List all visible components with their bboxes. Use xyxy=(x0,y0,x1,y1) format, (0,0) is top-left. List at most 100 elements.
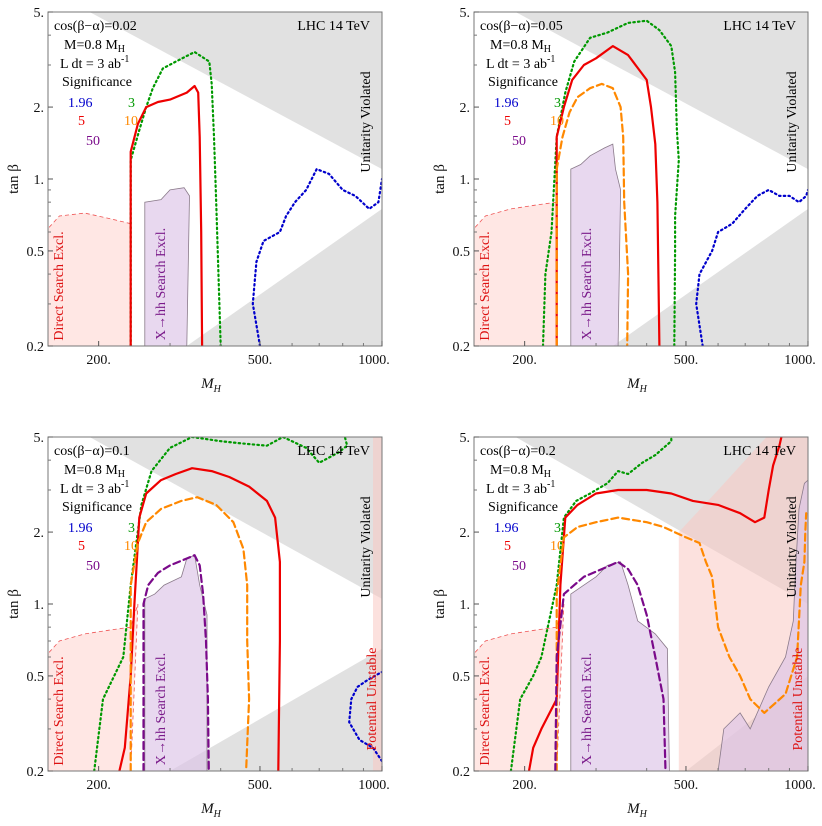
legend-entry-10: 10 xyxy=(124,114,138,129)
legend-title: Significance xyxy=(62,500,132,515)
x-axis-label: MH xyxy=(200,376,222,395)
y-tick-label: 2. xyxy=(460,526,471,541)
label-direct-search: Direct Search Excl. xyxy=(52,231,67,340)
region-xhh-right xyxy=(717,479,808,771)
annotation-mass: M=0.8 MH xyxy=(490,463,551,480)
y-axis-label: tan β xyxy=(432,589,448,619)
y-tick-label: 1. xyxy=(34,173,45,188)
label-xhh-search: X→hh Search Excl. xyxy=(154,228,169,340)
legend-entry-5: 5 xyxy=(78,114,85,129)
label-unitarity-violated: Unitarity Violated xyxy=(359,496,374,597)
x-axis-label: MH xyxy=(626,376,648,395)
region-unitarity-top xyxy=(89,12,382,170)
legend-entry-1_96: 1.96 xyxy=(494,96,519,111)
contour-sig-5 xyxy=(129,84,204,346)
legend-entry-5: 5 xyxy=(504,114,511,129)
annotation-luminosity: L dt = 3 ab-1 xyxy=(60,54,129,72)
x-tick-label: 1000. xyxy=(784,778,816,793)
x-tick-label: 1000. xyxy=(784,353,816,368)
y-tick-label: 0.5 xyxy=(27,245,45,260)
legend-entry-10: 10 xyxy=(124,539,138,554)
annotation-energy: LHC 14 TeV xyxy=(297,19,370,34)
y-tick-label: 1. xyxy=(34,598,45,613)
annotation-cos: cos(β−α)=0.1 xyxy=(54,444,130,459)
region-unitarity-top xyxy=(89,437,382,599)
legend-title: Significance xyxy=(488,500,558,515)
legend-entry-3: 3 xyxy=(554,521,561,536)
region-direct xyxy=(474,201,558,346)
region-unitarity-bottom xyxy=(612,208,808,346)
legend-entry-50: 50 xyxy=(86,134,100,149)
label-potential-unstable: Potential Unstable xyxy=(791,647,806,750)
label-direct-search: Direct Search Excl. xyxy=(478,656,493,765)
legend-entry-50: 50 xyxy=(512,134,526,149)
contour-sig-1_96 xyxy=(251,168,382,346)
annotation-luminosity: L dt = 3 ab-1 xyxy=(486,54,555,72)
region-unitarity-top xyxy=(515,12,808,170)
plot-area xyxy=(48,12,382,346)
contour-sig-5 xyxy=(118,467,281,771)
y-tick-label: 1. xyxy=(460,598,471,613)
x-tick-label: 500. xyxy=(674,778,699,793)
x-tick-label: 200. xyxy=(86,353,111,368)
y-tick-label: 1. xyxy=(460,173,471,188)
y-tick-label: 0.5 xyxy=(453,245,471,260)
contour-sig-3 xyxy=(93,437,349,771)
contour-sig-3 xyxy=(129,50,222,346)
label-unitarity-violated: Unitarity Violated xyxy=(785,496,800,597)
y-tick-label: 5. xyxy=(34,431,45,446)
y-tick-label: 2. xyxy=(34,526,45,541)
region-direct xyxy=(48,603,139,771)
legend-entry-5: 5 xyxy=(504,539,511,554)
y-tick-label: 0.5 xyxy=(453,670,471,685)
region-xhh xyxy=(570,561,670,771)
legend-entry-1_96: 1.96 xyxy=(68,96,93,111)
contour-sig-1_96 xyxy=(348,670,382,763)
plot-area xyxy=(474,437,808,771)
legend-entry-10: 10 xyxy=(550,114,564,129)
y-tick-label: 0.2 xyxy=(453,765,471,780)
annotation-mass: M=0.8 MH xyxy=(490,38,551,55)
label-unitarity-violated: Unitarity Violated xyxy=(359,71,374,172)
plot-area xyxy=(474,12,808,346)
x-tick-label: 200. xyxy=(86,778,111,793)
label-potential-unstable: Potential Unstable xyxy=(365,647,380,750)
x-tick-label: 200. xyxy=(512,778,537,793)
legend-entry-50: 50 xyxy=(512,559,526,574)
y-tick-label: 2. xyxy=(34,101,45,116)
chart-panel-bottom-left: Unitarity Violated Direct Search Excl. X→h… xyxy=(6,431,390,820)
legend-title: Significance xyxy=(488,75,558,90)
y-axis-label: tan β xyxy=(6,589,22,619)
legend-entry-3: 3 xyxy=(554,96,561,111)
x-tick-label: 500. xyxy=(248,353,273,368)
x-axis-label: MH xyxy=(200,801,222,820)
region-unstable xyxy=(373,437,382,771)
contour-sig-5 xyxy=(555,45,661,346)
chart-panel-top-right: Unitarity Violated Direct Search Excl. X→h… xyxy=(432,6,816,395)
contour-sig-3 xyxy=(509,437,673,771)
label-unitarity-violated: Unitarity Violated xyxy=(785,71,800,172)
y-tick-label: 0.2 xyxy=(453,340,471,355)
legend-title: Significance xyxy=(62,75,132,90)
label-direct-search: Direct Search Excl. xyxy=(478,231,493,340)
legend-entry-5: 5 xyxy=(78,539,85,554)
chart-panel-bottom-right: Unitarity Violated Direct Search Excl. X→h… xyxy=(432,431,816,820)
y-axis-label: tan β xyxy=(432,164,448,194)
y-tick-label: 5. xyxy=(460,431,471,446)
contour-sig-50 xyxy=(554,560,667,771)
contour-sig-10 xyxy=(555,82,630,346)
contour-sig-50 xyxy=(142,554,210,771)
annotation-mass: M=0.8 MH xyxy=(64,38,125,55)
y-tick-label: 0.5 xyxy=(27,670,45,685)
annotation-luminosity: L dt = 3 ab-1 xyxy=(486,479,555,497)
annotation-cos: cos(β−α)=0.02 xyxy=(54,19,137,34)
legend-entry-1_96: 1.96 xyxy=(68,521,93,536)
legend-entry-10: 10 xyxy=(550,539,564,554)
plot-area xyxy=(48,437,382,771)
contour-sig-10 xyxy=(129,496,251,771)
x-tick-label: 1000. xyxy=(358,778,390,793)
label-xhh-search: X→hh Search Excl. xyxy=(580,228,595,340)
x-tick-label: 200. xyxy=(512,353,537,368)
y-tick-label: 5. xyxy=(460,6,471,21)
annotation-cos: cos(β−α)=0.05 xyxy=(480,19,563,34)
